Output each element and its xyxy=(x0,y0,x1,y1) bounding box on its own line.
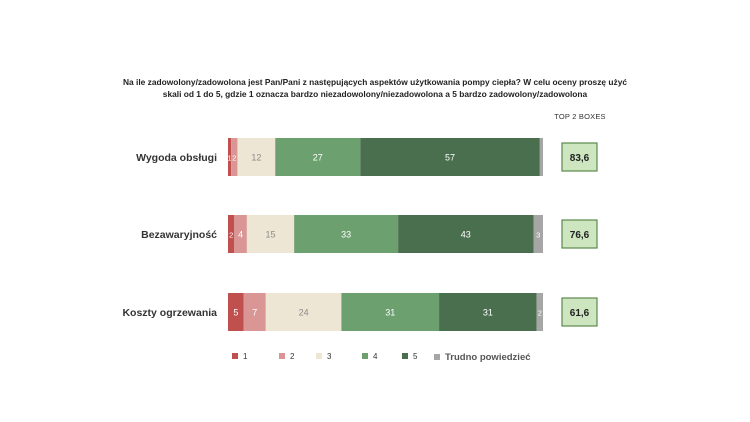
data-label: 12 xyxy=(251,153,261,163)
category-label: Koszty ogrzewania xyxy=(122,307,217,319)
bar-segment-6 xyxy=(533,215,543,253)
data-label: 57 xyxy=(445,153,455,163)
bar-segment-1 xyxy=(228,215,235,253)
legend-item: 1 xyxy=(232,352,247,361)
data-label: 24 xyxy=(299,308,309,318)
bar-segment-3 xyxy=(246,215,295,253)
bar-segment-6 xyxy=(536,293,543,331)
category-label: Wygoda obsługi xyxy=(136,152,217,164)
legend-label: 2 xyxy=(290,352,295,361)
top2-value: 76,6 xyxy=(570,230,590,241)
bar-segment-2 xyxy=(231,138,238,176)
bar-segment-1 xyxy=(228,138,232,176)
legend-swatch xyxy=(362,353,368,359)
bar-segment-1 xyxy=(228,293,244,331)
data-label: 15 xyxy=(266,230,276,240)
legend-swatch xyxy=(232,353,238,359)
data-label: 31 xyxy=(385,308,395,318)
data-label: 27 xyxy=(313,153,323,163)
top2-value: 83,6 xyxy=(570,153,590,164)
legend-label: 5 xyxy=(413,352,418,361)
category-label: Bezawaryjność xyxy=(141,229,217,241)
bar-segment-2 xyxy=(243,293,266,331)
legend-item: 5 xyxy=(402,352,417,361)
bar-segment-5 xyxy=(398,215,534,253)
legend-item: Trudno powiedzieć xyxy=(434,352,531,363)
data-label: 4 xyxy=(238,230,243,240)
data-label: 3 xyxy=(536,231,540,240)
bar-segment-3 xyxy=(237,138,276,176)
legend-swatch xyxy=(279,353,285,359)
data-label: 2 xyxy=(229,231,233,240)
legend-label: 4 xyxy=(373,352,378,361)
bar-segment-4 xyxy=(275,138,361,176)
legend-swatch xyxy=(402,353,408,359)
chart-title: Na ile zadowolony/zadowolona jest Pan/Pa… xyxy=(122,77,628,99)
bar-segment-3 xyxy=(265,293,342,331)
top2-box xyxy=(561,219,598,249)
data-label: 7 xyxy=(252,308,257,318)
legend-item: 2 xyxy=(279,352,294,361)
data-label: 2 xyxy=(232,154,236,163)
data-label: 1 xyxy=(227,154,231,163)
bar-segment-4 xyxy=(294,215,399,253)
data-label: 33 xyxy=(341,230,351,240)
data-label: 43 xyxy=(461,230,471,240)
bar-segment-4 xyxy=(341,293,440,331)
legend-swatch xyxy=(434,354,440,360)
bar-segment-5 xyxy=(439,293,537,331)
legend-label: Trudno powiedzieć xyxy=(445,352,531,363)
legend-item: 3 xyxy=(316,352,331,361)
bar-segment-5 xyxy=(360,138,540,176)
bar-segment-2 xyxy=(234,215,247,253)
data-label: 5 xyxy=(233,308,238,318)
legend-item: 4 xyxy=(362,352,377,361)
bar-segment-6 xyxy=(539,138,543,176)
top2-box xyxy=(561,297,598,327)
data-label: 2 xyxy=(538,309,542,318)
legend-swatch xyxy=(316,353,322,359)
top2-value: 61,6 xyxy=(570,308,590,319)
top2-header: TOP 2 BOXES xyxy=(554,112,606,121)
legend-label: 3 xyxy=(327,352,332,361)
legend-label: 1 xyxy=(243,352,248,361)
data-label: 31 xyxy=(483,308,493,318)
top2-box xyxy=(561,142,598,172)
